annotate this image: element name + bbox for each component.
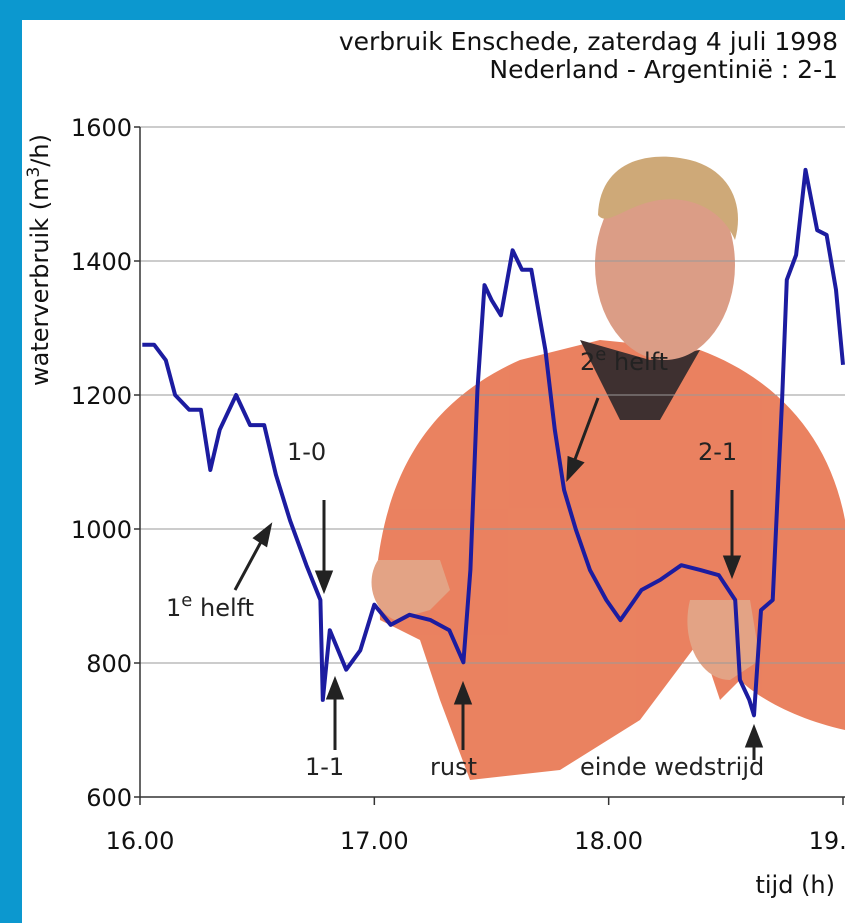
annotation-rest: helft <box>606 348 668 376</box>
y-tick-label: 1400 <box>71 248 132 276</box>
x-tick-label: 18.00 <box>574 827 643 855</box>
annotation: 1e helft <box>166 590 254 622</box>
y-axis-label-rest: /h) <box>26 134 54 167</box>
y-axis-label-sup: 3 <box>24 167 44 178</box>
annotation-sup: e <box>595 344 606 365</box>
annotation: 1-0 <box>287 438 326 466</box>
annotation-text: 2 <box>580 348 595 376</box>
x-tick-label: 17.00 <box>340 827 409 855</box>
annotation: rust <box>430 753 477 781</box>
annotation-rest: helft <box>192 594 254 622</box>
annotation-sup: e <box>181 590 192 611</box>
y-axis-label-text: waterverbruik (m <box>26 178 54 386</box>
chart-subtitle: Nederland - Argentinië : 2-1 <box>489 55 838 84</box>
chart: verbruik Enschede, zaterdag 4 juli 1998 … <box>0 0 845 923</box>
page: {"chart_data": { "type": "line", "title"… <box>0 0 845 923</box>
y-tick-label: 800 <box>86 650 132 678</box>
annotation: einde wedstrijd <box>580 753 764 781</box>
chart-title: verbruik Enschede, zaterdag 4 juli 1998 <box>339 27 838 56</box>
x-tick-label: 16.00 <box>106 827 175 855</box>
y-tick-label: 1200 <box>71 382 132 410</box>
y-tick-label: 600 <box>86 784 132 812</box>
annotation: 2e helft <box>580 344 668 376</box>
x-axis-label: tijd (h) <box>755 871 835 899</box>
annotation: 1-1 <box>305 753 344 781</box>
annotation: 2-1 <box>698 438 737 466</box>
y-tick-label: 1600 <box>71 114 132 142</box>
annotation-text: 1 <box>166 594 181 622</box>
x-tick-label: 19.00 <box>809 827 845 855</box>
y-tick-label: 1000 <box>71 516 132 544</box>
